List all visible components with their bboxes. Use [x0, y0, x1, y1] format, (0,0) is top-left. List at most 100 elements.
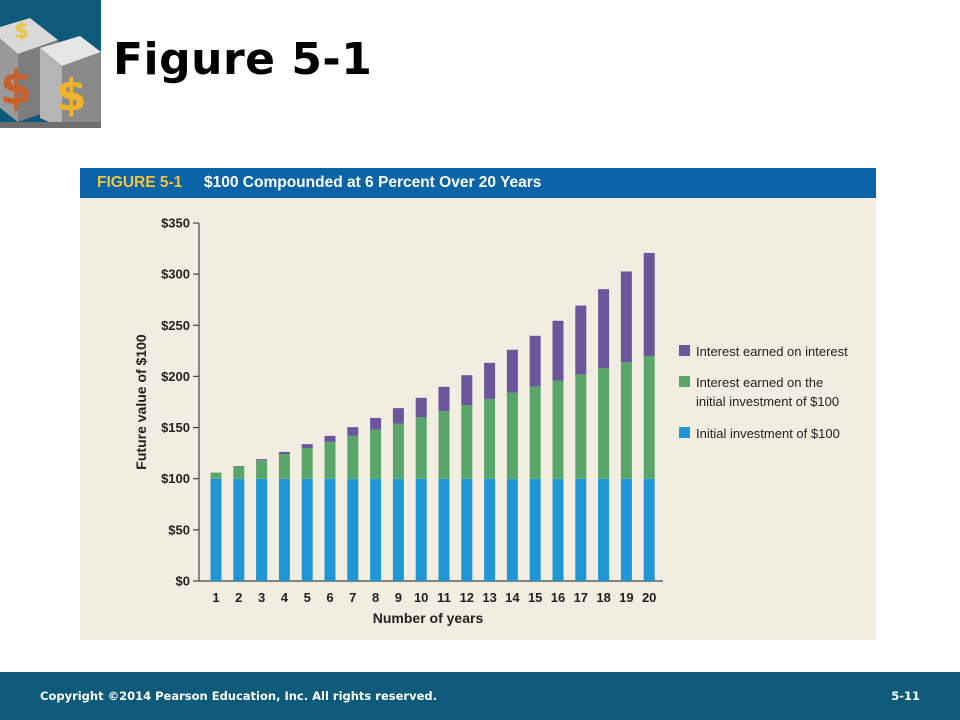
bar-segment	[552, 320, 564, 381]
legend-label: initial investment of $100	[696, 394, 839, 409]
chart: $0 $50 $100 $150 $200 $250 $300 $350 Future valu…	[133, 216, 848, 627]
bar-segment	[484, 362, 496, 399]
bar-segment	[347, 478, 359, 581]
y-tick-label: $300	[161, 267, 190, 282]
bar-segment	[256, 459, 268, 461]
bar-segment	[370, 429, 382, 479]
bar-segment	[347, 427, 359, 436]
bar-segment	[529, 386, 541, 479]
bar-segment	[552, 478, 564, 581]
bar-segment	[392, 478, 404, 581]
legend-label: Initial investment of $100	[696, 426, 840, 441]
x-tick-label: 2	[235, 590, 242, 605]
x-tick-label: 10	[414, 590, 428, 605]
bar-segment	[324, 435, 336, 442]
y-tick-label: $150	[161, 420, 190, 435]
bar-segment	[415, 478, 427, 581]
legend-swatch	[679, 427, 690, 438]
bar-segment	[529, 478, 541, 581]
svg-text:$: $	[0, 61, 32, 115]
bar-segment	[301, 448, 313, 479]
svg-text:$: $	[56, 70, 87, 121]
x-tick-label: 1	[212, 590, 219, 605]
x-tick-label: 6	[326, 590, 333, 605]
bar-segment	[438, 386, 450, 412]
bar-segment	[210, 472, 222, 479]
x-tick-label: 16	[551, 590, 565, 605]
bar-segment	[598, 368, 610, 479]
x-tick-label: 3	[258, 590, 265, 605]
bar-segment	[438, 478, 450, 581]
x-tick-label: 4	[281, 590, 289, 605]
bar-segment	[392, 408, 404, 424]
bar-segment	[506, 349, 518, 393]
bar-segment	[301, 478, 313, 581]
bar-segment	[415, 397, 427, 418]
bar-segment	[347, 435, 359, 479]
bar-segment	[461, 405, 473, 479]
bar-segment	[575, 374, 587, 479]
x-tick-label: 15	[528, 590, 542, 605]
bar-segment	[233, 478, 245, 581]
bar-segment	[529, 335, 541, 387]
x-tick-label: 11	[437, 590, 451, 605]
bar-segment	[370, 417, 382, 430]
bar-segment	[324, 478, 336, 581]
bar-segment	[210, 478, 222, 581]
bar-segment	[506, 478, 518, 581]
bar-segment	[598, 289, 610, 369]
legend-label: Interest earned on interest	[696, 344, 848, 359]
bar-segment	[461, 478, 473, 581]
figure-header: FIGURE 5-1 $100 Compounded at 6 Percent …	[80, 168, 876, 198]
x-tick-label: 12	[460, 590, 474, 605]
y-axis-label: Future value of $100	[133, 334, 149, 470]
bar-segment	[278, 454, 290, 479]
bar-segment	[233, 466, 245, 467]
x-tick-label: 18	[596, 590, 610, 605]
bar-segment	[575, 305, 587, 375]
x-axis-label: Number of years	[373, 610, 484, 626]
y-tick-label: $350	[161, 216, 190, 231]
page-title: Figure 5-1	[113, 34, 373, 85]
bar-segment	[392, 423, 404, 479]
x-tick-label: 9	[395, 590, 402, 605]
x-tick-label: 17	[574, 590, 588, 605]
x-tick-label: 8	[372, 590, 379, 605]
bar-segment	[620, 362, 632, 479]
bar-segment	[278, 478, 290, 581]
legend-swatch	[679, 345, 690, 356]
x-tick-label: 13	[482, 590, 496, 605]
x-tick-label: 14	[505, 590, 520, 605]
bar-segment	[552, 380, 564, 479]
figure-label: FIGURE 5-1	[97, 174, 183, 191]
logo: $ $ $	[0, 0, 101, 128]
bar-segment	[301, 444, 313, 449]
y-tick-label: $0	[176, 574, 190, 589]
figure-caption: $100 Compounded at 6 Percent Over 20 Yea…	[204, 174, 542, 191]
figure-panel: FIGURE 5-1 $100 Compounded at 6 Percent …	[80, 168, 876, 640]
bar-segment	[598, 478, 610, 581]
bar-segment	[256, 478, 268, 581]
x-tick-label: 19	[619, 590, 633, 605]
bar-segment	[643, 478, 655, 581]
bar-segment	[370, 478, 382, 581]
footer: Copyright ©2014 Pearson Education, Inc. …	[0, 672, 960, 720]
bar-segment	[575, 478, 587, 581]
bar-segment	[233, 466, 245, 479]
legend-label: Interest earned on the	[696, 375, 823, 390]
bar-segment	[620, 271, 632, 363]
bar-segment	[256, 460, 268, 479]
x-tick-label: 7	[349, 590, 356, 605]
bar-segment	[324, 441, 336, 479]
svg-text:$: $	[14, 19, 29, 44]
y-tick-label: $200	[161, 369, 190, 384]
bar-segment	[461, 375, 473, 406]
bar-segment	[620, 478, 632, 581]
x-tick-label: 20	[642, 590, 656, 605]
legend-swatch	[679, 376, 690, 387]
bar-segment	[643, 355, 655, 479]
y-tick-label: $100	[161, 471, 190, 486]
bar-segment	[643, 252, 655, 356]
y-tick-label: $50	[168, 522, 190, 537]
copyright-text: Copyright ©2014 Pearson Education, Inc. …	[40, 689, 437, 703]
